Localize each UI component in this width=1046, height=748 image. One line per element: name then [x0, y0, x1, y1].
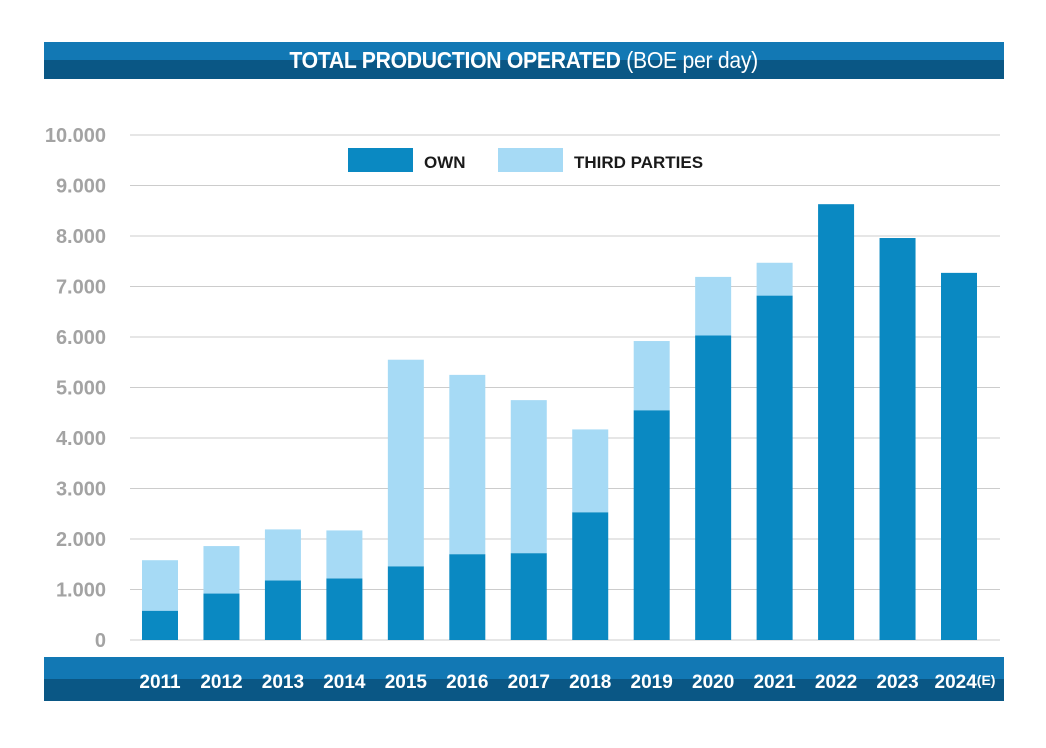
bar-own — [633, 410, 670, 640]
bar-own — [510, 553, 547, 640]
bar-third-parties — [326, 530, 363, 579]
chart-title-main: TOTAL PRODUCTION OPERATED — [289, 47, 622, 73]
x-tick-label: 2019 — [631, 672, 673, 693]
bar-own — [142, 610, 178, 640]
x-tick-label: 2013 — [262, 672, 304, 693]
y-tick-label: 4.000 — [56, 428, 106, 450]
legend-swatch-third-parties — [498, 148, 563, 172]
chart-title-sub: (BOE per day) — [626, 47, 759, 73]
bar-own — [203, 593, 240, 640]
bar-third-parties — [510, 400, 547, 554]
legend-swatch-own — [348, 148, 413, 172]
bar-own — [756, 295, 793, 640]
x-tick-label: 2022 — [815, 672, 857, 693]
x-tick-label: 2017 — [508, 672, 550, 693]
y-tick-label: 5.000 — [56, 378, 106, 400]
chart-title-bar: TOTAL PRODUCTION OPERATED (BOE per day) — [44, 42, 1004, 79]
bar-third-parties — [264, 529, 301, 581]
y-tick-label: 1.000 — [56, 580, 106, 602]
y-tick-label: 2.000 — [56, 529, 106, 551]
bar-own — [941, 272, 977, 640]
y-tick-label: 9.000 — [56, 176, 106, 198]
y-tick-label: 7.000 — [56, 277, 106, 299]
x-tick-label: 2012 — [200, 672, 242, 693]
bar-own — [326, 578, 363, 640]
y-tick-label: 0 — [95, 630, 106, 652]
bar-third-parties — [449, 374, 486, 555]
x-tick-label: 2011 — [139, 672, 181, 693]
y-tick-label: 8.000 — [56, 226, 106, 248]
x-tick-label: 2016 — [446, 672, 488, 693]
y-tick-label: 10.000 — [45, 125, 106, 147]
x-tick-label: 2018 — [569, 672, 611, 693]
bar-third-parties — [572, 429, 609, 513]
chart-title: TOTAL PRODUCTION OPERATED (BOE per day) — [290, 47, 759, 74]
bar-own — [387, 566, 424, 640]
y-tick-label: 6.000 — [56, 327, 106, 349]
bar-own — [879, 238, 916, 640]
x-tick-label: 2021 — [753, 672, 796, 693]
bar-third-parties — [142, 560, 178, 611]
bar-own — [449, 554, 486, 640]
x-tick-label: 2014 — [323, 672, 366, 693]
bar-third-parties — [633, 341, 670, 411]
y-tick-label: 3.000 — [56, 479, 106, 501]
bar-own — [695, 335, 732, 640]
x-axis-band — [44, 657, 1004, 701]
bar-third-parties — [387, 359, 424, 567]
bar-third-parties — [756, 262, 793, 296]
bar-third-parties — [203, 546, 240, 594]
x-tick-label: 2015 — [385, 672, 428, 693]
x-tick-label: 2020 — [692, 672, 734, 693]
bar-own — [572, 512, 609, 640]
bar-third-parties — [695, 276, 732, 336]
bar-own — [818, 204, 855, 640]
x-tick-label: 2023 — [876, 672, 918, 693]
bar-own — [264, 580, 301, 640]
x-tick-label: 2024(E) — [935, 672, 996, 693]
legend-label-own: OWN — [424, 153, 466, 172]
legend-label-third-parties: THIRD PARTIES — [574, 153, 703, 172]
